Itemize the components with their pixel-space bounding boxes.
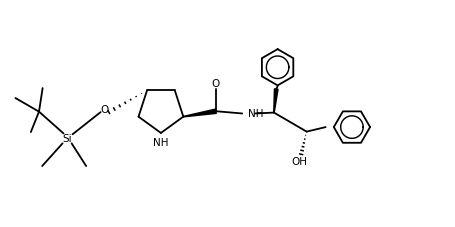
Polygon shape xyxy=(183,110,216,117)
Text: Si: Si xyxy=(62,133,72,143)
Text: NH: NH xyxy=(248,109,263,119)
Text: OH: OH xyxy=(290,156,306,166)
Polygon shape xyxy=(273,89,278,113)
Text: O: O xyxy=(101,105,109,115)
Text: O: O xyxy=(212,79,220,89)
Text: NH: NH xyxy=(153,137,168,147)
